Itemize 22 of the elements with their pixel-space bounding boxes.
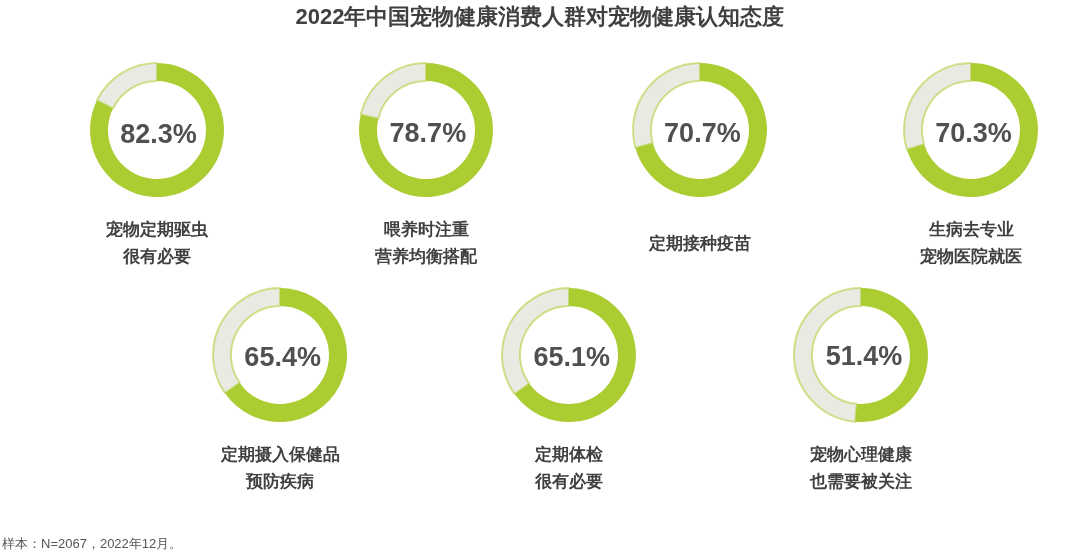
- data-label: 65.1%: [533, 342, 610, 373]
- data-label: 70.7%: [664, 117, 741, 148]
- data-label: 51.4%: [825, 341, 903, 372]
- text: 样本：N=2067，2022年12月。: [2, 535, 184, 553]
- text: 预防疾病: [245, 472, 314, 491]
- text: 喂养时注重: [383, 220, 469, 239]
- data-label: 82.3%: [120, 118, 197, 149]
- text: 也需要被关注: [809, 472, 912, 491]
- text: 2022年中国宠物健康消费人群对宠物健康认知态度: [294, 3, 786, 31]
- text: 宠物医院就医: [919, 247, 1022, 266]
- text: 宠物定期驱虫: [105, 220, 209, 239]
- text: 很有必要: [122, 247, 191, 266]
- text: 定期接种疫苗: [648, 233, 751, 253]
- text: 生病去专业: [927, 220, 1014, 239]
- data-label: 65.4%: [244, 342, 321, 373]
- data-label: 78.7%: [389, 118, 467, 149]
- text: 宠物心理健康: [809, 445, 913, 464]
- data-label: 70.3%: [935, 117, 1012, 148]
- text: 营养均衡搭配: [374, 247, 478, 266]
- text: 定期体检: [534, 445, 604, 464]
- text: 定期摄入保健品: [219, 445, 340, 464]
- text: 很有必要: [534, 472, 603, 491]
